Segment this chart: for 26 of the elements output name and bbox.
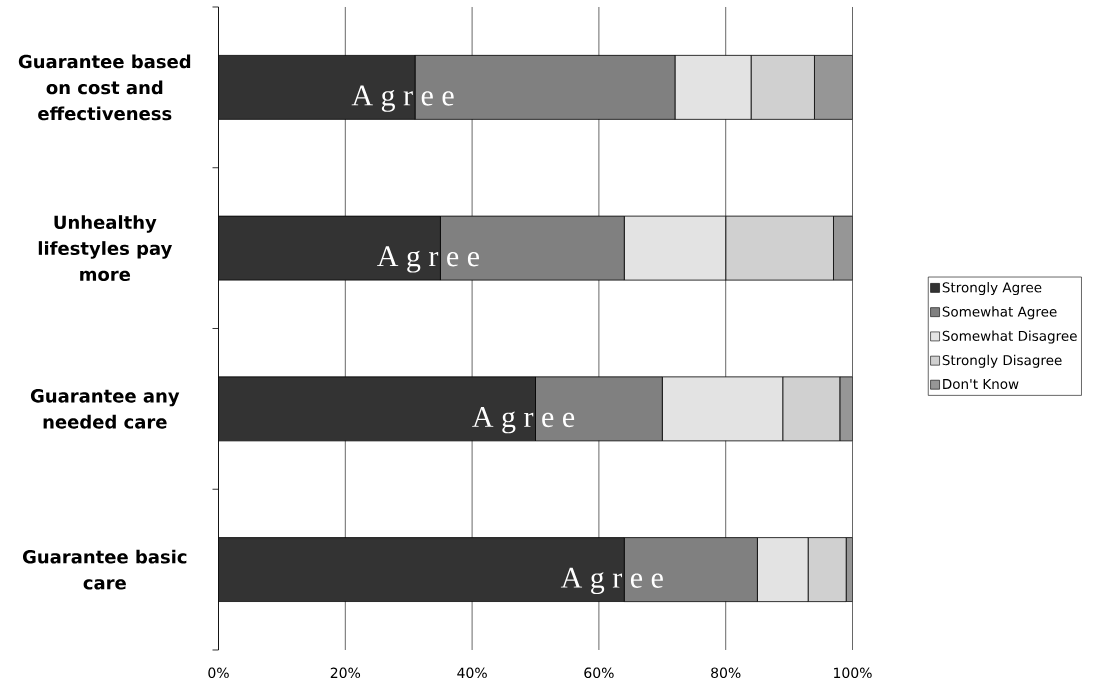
- bar: [833, 215, 853, 281]
- annotation: A g r e e: [560, 567, 663, 595]
- x-tick-label: 40%: [457, 667, 487, 679]
- x-tick-label: 20%: [330, 667, 361, 679]
- bar: [218, 54, 416, 120]
- y-tick-label: Unhealthy lifestyles pay more: [38, 215, 173, 282]
- annotation: A g r e e: [377, 246, 480, 273]
- bar: [839, 376, 853, 442]
- annotation: A g r e e: [351, 85, 454, 112]
- bar: [218, 215, 441, 281]
- legend-label: Somewhat Agree: [942, 306, 1057, 320]
- y-tick-label: Guarantee any needed care: [30, 389, 180, 429]
- bar: [218, 537, 625, 603]
- bar: [814, 54, 853, 120]
- x-tick-label: 60%: [584, 667, 614, 679]
- y-tick-label: Guarantee basic care: [22, 549, 187, 590]
- annotation: A g r e e: [472, 407, 575, 434]
- legend-label: Strongly Disagree: [942, 354, 1062, 368]
- legend-label: Somewhat Disagree: [942, 330, 1077, 344]
- bar: [218, 376, 536, 442]
- x-tick-label: 100%: [834, 667, 872, 679]
- x-tick-label: 0%: [208, 667, 229, 679]
- legend-label: Strongly Agree: [942, 282, 1042, 296]
- legend-label: Don't Know: [943, 379, 1019, 390]
- y-tick-label: Guarantee based on cost and effectiveness: [18, 54, 191, 121]
- x-tick-label: 80%: [711, 667, 741, 679]
